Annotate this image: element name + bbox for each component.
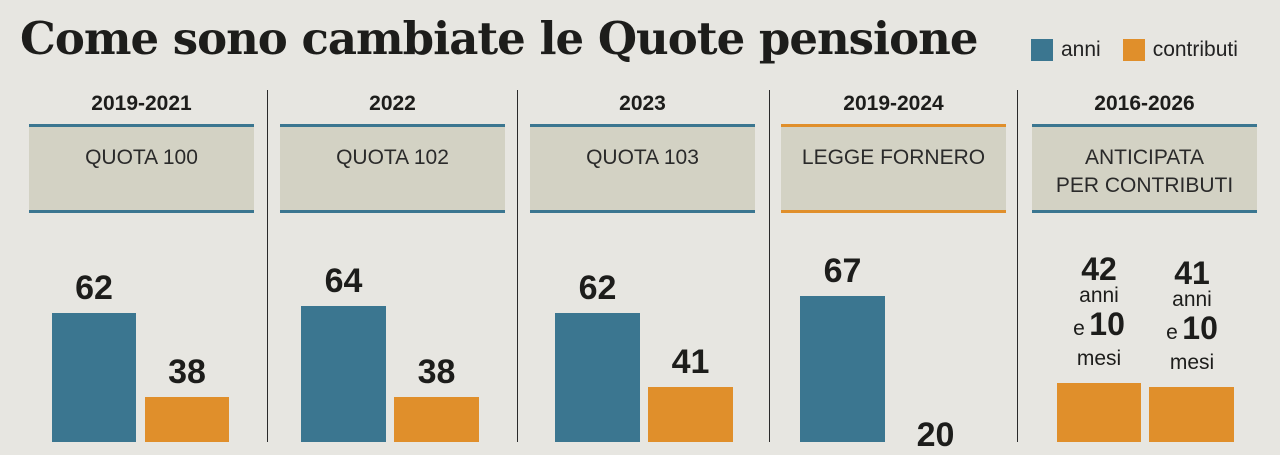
legend-swatch-anni <box>1031 39 1053 61</box>
panel-label: QUOTA 100 <box>29 124 254 213</box>
unit-years: anni <box>1172 287 1212 311</box>
bar-value-anni: 62 <box>578 269 617 307</box>
panel-divider <box>769 90 770 442</box>
chart-title: Come sono cambiate le Quote pensione <box>20 12 978 65</box>
panel-period: 2019-2021 <box>91 92 192 115</box>
panel-label-line: ANTICIPATA <box>1084 146 1204 169</box>
panel-period: 2019-2024 <box>843 92 944 115</box>
legend-item-anni: anni <box>1031 38 1101 62</box>
bar-value-contributi: 38 <box>417 353 456 391</box>
bar-contributi <box>1149 386 1234 442</box>
value-months: 10 <box>1089 306 1125 342</box>
bar-contributi <box>648 386 733 442</box>
panel-quota-103: 2023 QUOTA 103 62 41 <box>530 0 755 442</box>
panel-period: 2016-2026 <box>1094 92 1195 115</box>
legend: anni contributi <box>1031 38 1238 62</box>
bar-anni <box>800 295 885 442</box>
months-row: e 10 <box>1049 307 1149 348</box>
panel-divider <box>517 90 518 442</box>
panel-label-line: PER CONTRIBUTI <box>1055 174 1234 197</box>
bar-value-anni: 64 <box>324 262 363 300</box>
legend-label-contributi: contributi <box>1152 38 1238 61</box>
bar-contributi <box>1057 383 1141 442</box>
panel-divider <box>1017 90 1018 442</box>
panel-label: QUOTA 102 <box>280 124 505 213</box>
bar-value-contributi: 41 <box>671 342 710 381</box>
panel-label: QUOTA 103 <box>530 124 755 213</box>
bar-contributi <box>394 397 479 442</box>
bar-anni <box>555 313 640 442</box>
panel-divider <box>267 90 268 442</box>
legend-label-anni: anni <box>1061 38 1101 61</box>
value-years: 42 <box>1081 251 1117 287</box>
legend-item-contributi: contributi <box>1122 38 1238 62</box>
panel-quota-102: 2022 QUOTA 102 64 38 <box>280 0 505 442</box>
bar-anni <box>52 313 136 442</box>
conjunction: e <box>1166 320 1178 344</box>
value-months: 10 <box>1182 309 1218 346</box>
bar-anni <box>301 306 386 442</box>
bar-value-contributi: 42 anni e 10 mesi <box>1049 253 1149 370</box>
unit-months: mesi <box>1076 347 1122 370</box>
unit-months: mesi <box>1169 350 1215 374</box>
bar-value-anni: 67 <box>823 251 862 290</box>
legend-swatch-contributi <box>1122 39 1145 61</box>
conjunction: e <box>1073 317 1085 340</box>
bar-contributi <box>145 397 229 442</box>
value-years: 41 <box>1174 254 1210 291</box>
panel-quota-100: 2019-2021 QUOTA 100 62 38 <box>29 0 254 442</box>
panel-period: 2022 <box>369 92 416 115</box>
bar-value-contributi: 38 <box>168 353 206 391</box>
panel-anticipata: 2016-2026 ANTICIPATA PER CONTRIBUTI 42 a… <box>1032 0 1257 442</box>
panel-label: LEGGE FORNERO <box>781 124 1006 213</box>
unit-years: anni <box>1079 284 1119 307</box>
bar-value-anni: 62 <box>75 269 113 307</box>
panel-legge-fornero: 2019-2024 LEGGE FORNERO 67 20 <box>781 0 1006 454</box>
panel-label: ANTICIPATA PER CONTRIBUTI <box>1032 124 1257 213</box>
panel-period: 2023 <box>619 92 666 115</box>
months-row: e 10 <box>1142 311 1242 352</box>
bar-value-contributi: 41 anni e 10 mesi <box>1142 257 1242 374</box>
bar-value-contributi: 20 <box>916 416 955 454</box>
